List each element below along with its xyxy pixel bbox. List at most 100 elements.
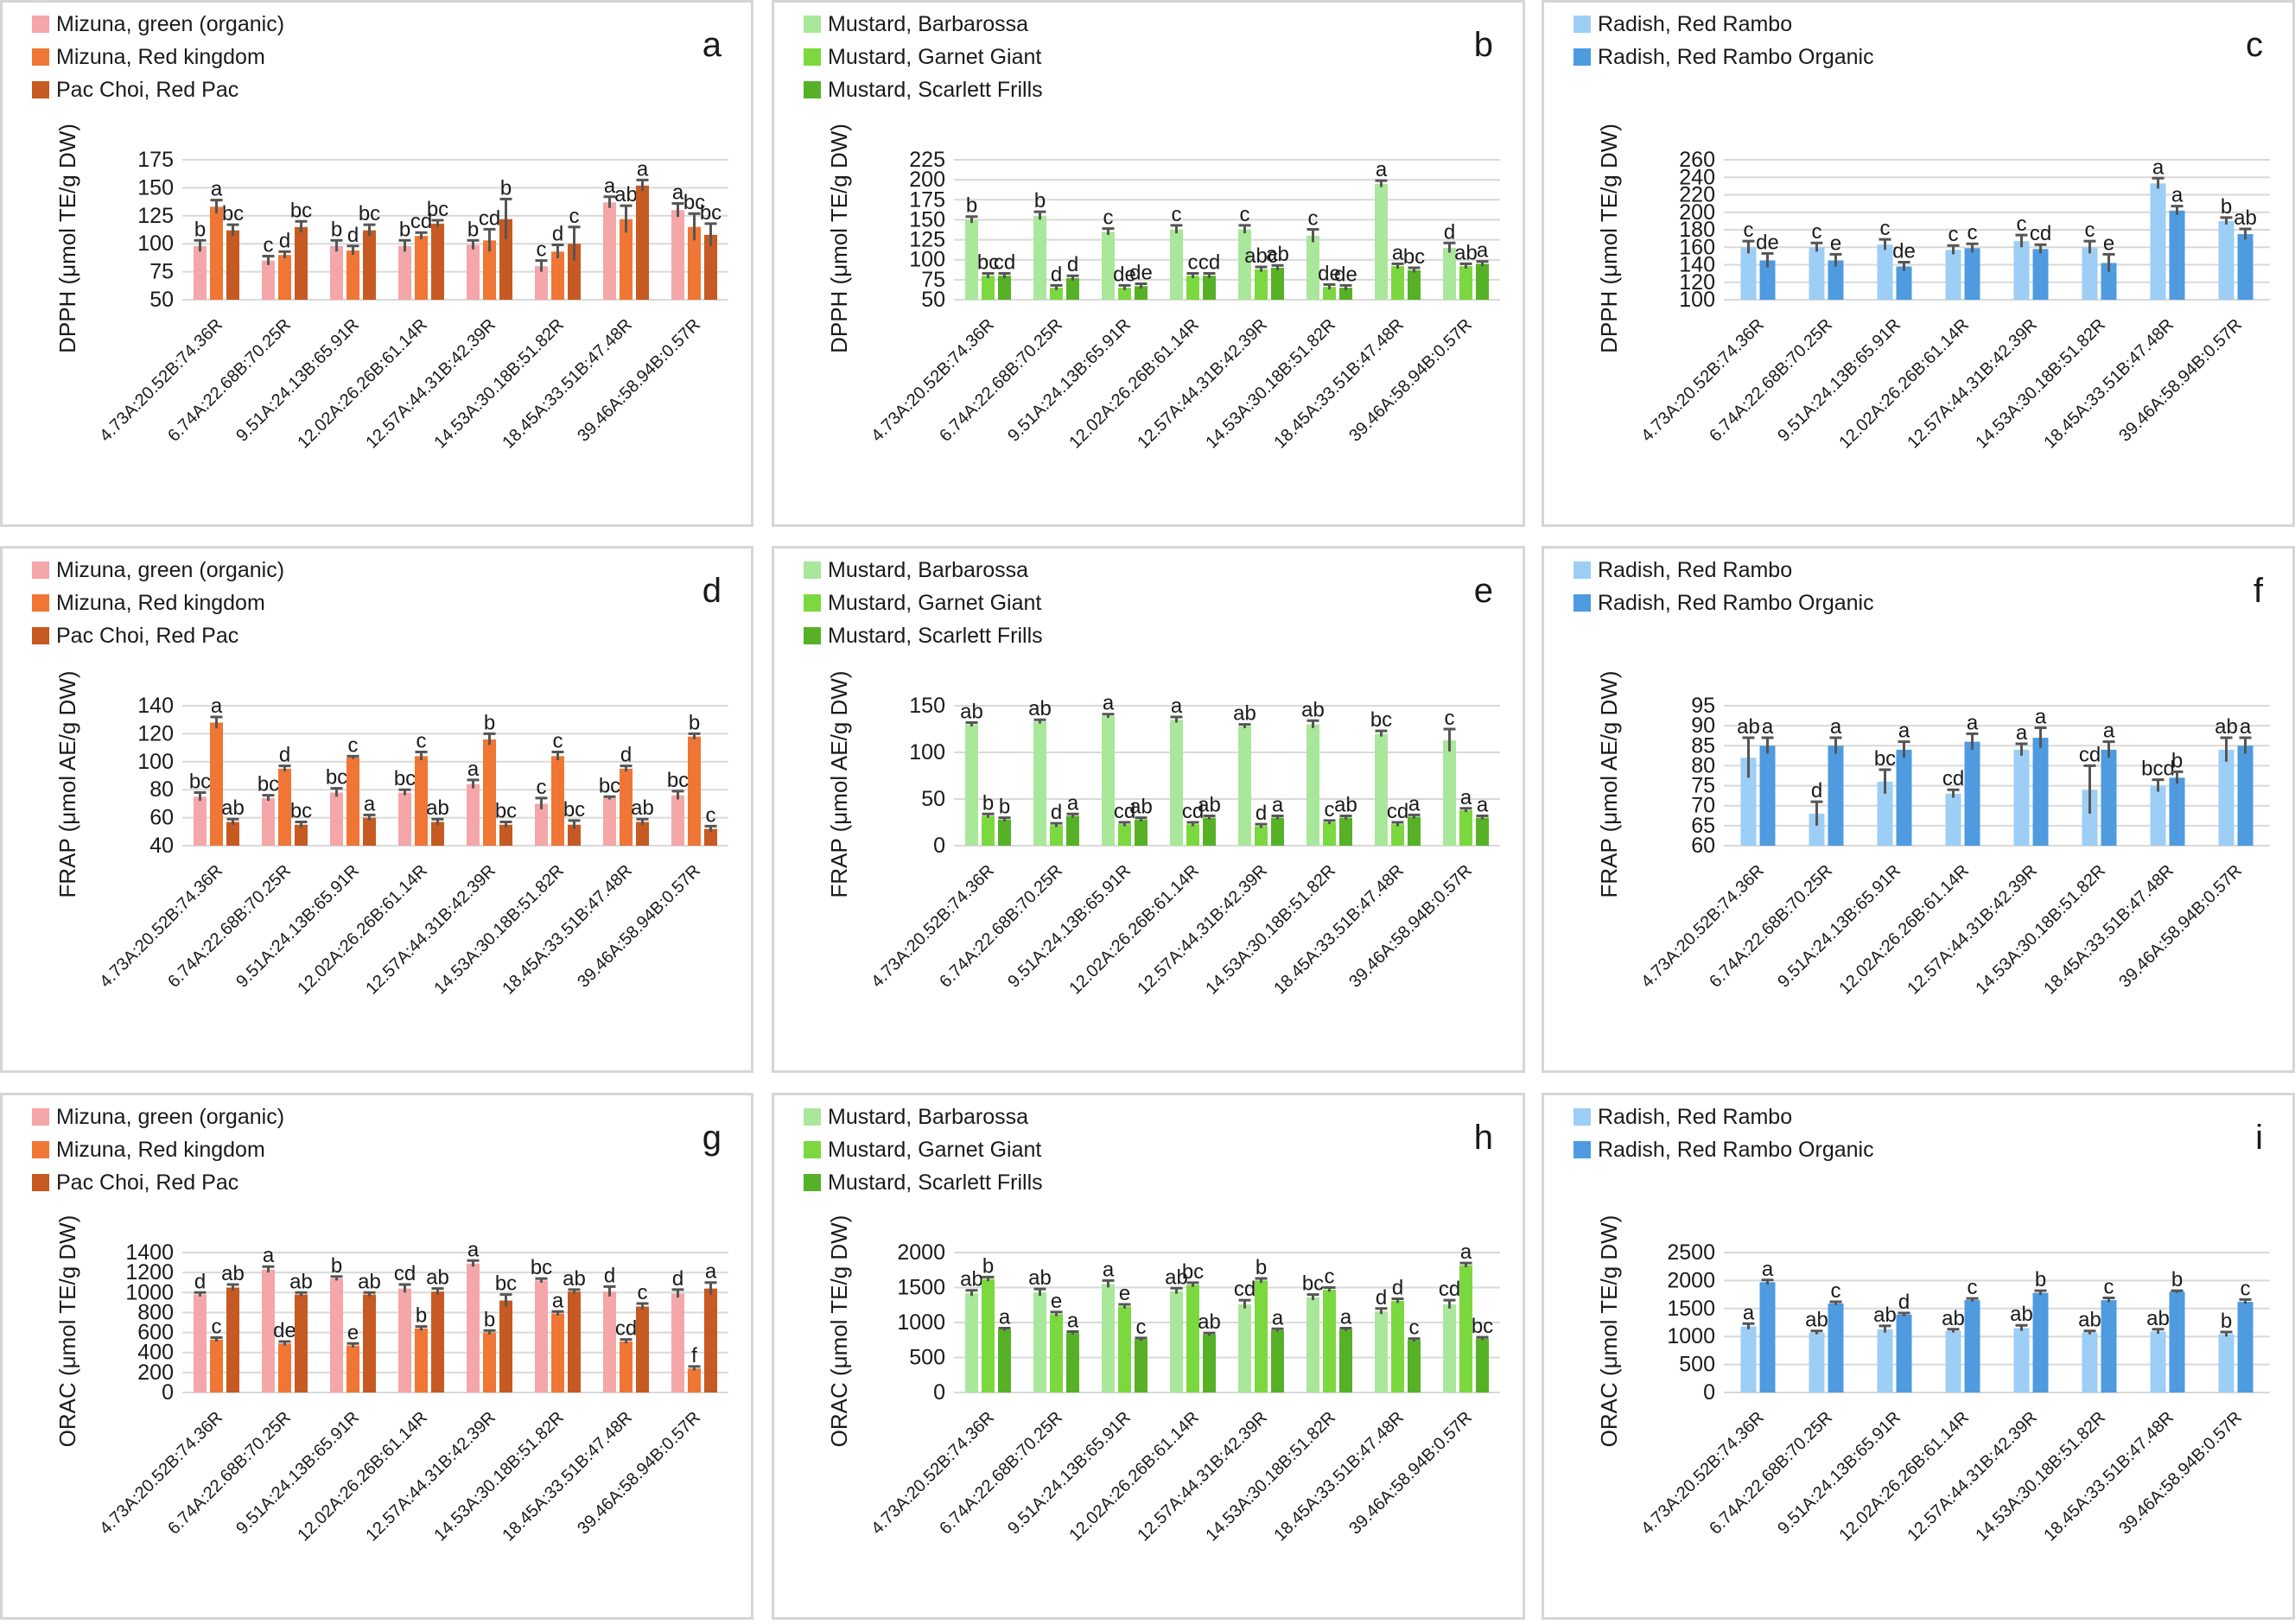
bar (262, 260, 275, 300)
error-bar (671, 202, 684, 218)
y-tick-label: 60 (149, 806, 174, 830)
significance-letter: bc (427, 198, 448, 221)
x-tick-label: 4.73A:20.52B:74.36R (1637, 861, 1768, 992)
significance-letter: a (637, 157, 649, 181)
error-bar (2015, 233, 2028, 248)
significance-letter: ab (1942, 1307, 1965, 1330)
error-bar (346, 754, 359, 759)
significance-letter: de (1756, 231, 1779, 254)
error-bar (483, 227, 496, 252)
bar (226, 822, 239, 846)
significance-letter: a (1171, 695, 1183, 718)
significance-letter: e (1051, 1290, 1062, 1313)
bar (415, 236, 428, 300)
bar (398, 245, 411, 300)
bar (2237, 234, 2254, 300)
y-tick-label: 1200 (125, 1260, 174, 1285)
bar (483, 1332, 496, 1392)
significance-letter: a (2016, 721, 2028, 745)
x-tick-label: 18.45A:33.51B:47.48R (499, 1408, 636, 1545)
significance-letter: ab (1198, 793, 1221, 816)
error-bar (535, 796, 548, 809)
y-tick-label: 75 (921, 268, 945, 292)
error-bar (1066, 1330, 1079, 1335)
error-bar (363, 1291, 376, 1297)
bar (965, 1292, 978, 1392)
x-tick-label: 9.51A:24.13B:65.91R (232, 861, 363, 992)
significance-letter: a (1408, 792, 1421, 815)
legend-label: Mustard, Garnet Giant (828, 591, 1041, 615)
y-tick-label: 1000 (897, 1310, 945, 1335)
bar (1896, 749, 1912, 846)
bar (2150, 183, 2166, 300)
error-bar (1339, 814, 1352, 820)
error-bar (704, 824, 717, 832)
error-bar (636, 178, 649, 192)
bar (1828, 260, 1844, 300)
bar (1476, 817, 1489, 846)
bar (1033, 1292, 1046, 1392)
legend-swatch (32, 627, 49, 644)
legend-swatch (804, 1108, 821, 1126)
significance-letter: c (1188, 251, 1198, 274)
bar (431, 822, 444, 846)
significance-letter: cd (1114, 800, 1135, 823)
legend-label: Mizuna, green (organic) (56, 558, 284, 582)
x-tick-label: 14.53A:30.18B:51.82R (1202, 315, 1339, 453)
x-tick-label: 18.45A:33.51B:47.48R (2040, 1408, 2177, 1545)
significance-letter: bc (1370, 708, 1392, 732)
bar (330, 792, 343, 846)
bar (1809, 247, 1825, 300)
bar (620, 1341, 633, 1392)
significance-letter: b (982, 1254, 994, 1278)
bar (603, 1291, 616, 1392)
significance-letter: d (604, 1264, 615, 1287)
y-tick-label: 500 (1679, 1353, 1715, 1377)
error-bar (1966, 1297, 1979, 1303)
y-tick-label: 65 (1691, 814, 1715, 838)
x-tick-label: 9.51A:24.13B:65.91R (1774, 1408, 1904, 1538)
significance-letter: a (1898, 720, 1910, 743)
y-tick-label: 1500 (897, 1276, 945, 1300)
y-tick-label: 120 (137, 721, 174, 745)
x-tick-label: 39.46A:58.94B:0.57R (574, 315, 704, 446)
bar (1459, 1265, 1472, 1392)
bar (278, 768, 291, 846)
error-bar (2015, 1323, 2028, 1331)
error-bar (1459, 262, 1472, 269)
error-bar (194, 790, 207, 802)
bar (210, 206, 223, 300)
bar (2237, 745, 2254, 846)
error-bar (965, 1289, 978, 1297)
significance-letter: a (1477, 793, 1489, 816)
bar (262, 1269, 275, 1392)
significance-letter: b (689, 711, 700, 734)
error-bar (1050, 1310, 1063, 1316)
significance-letter: a (263, 1244, 275, 1267)
error-bar (2102, 740, 2115, 758)
x-tick-label: 14.53A:30.18B:51.82R (1202, 1408, 1339, 1545)
x-tick-label: 12.57A:44.31B:42.39R (362, 1408, 499, 1545)
significance-letter: a (2240, 715, 2252, 739)
significance-letter: ab (1233, 702, 1256, 726)
y-tick-label: 70 (1691, 794, 1715, 818)
x-tick-label: 6.74A:22.68B:70.25R (164, 1408, 295, 1538)
error-bar (483, 732, 496, 745)
y-tick-label: 200 (1679, 200, 1715, 225)
bar (467, 244, 480, 300)
bar (982, 815, 995, 846)
legend-label: Mustard, Garnet Giant (828, 1138, 1041, 1162)
significance-letter: b (2171, 1268, 2183, 1291)
error-bar (965, 720, 978, 726)
error-bar (2152, 176, 2165, 189)
bar (499, 824, 512, 846)
error-bar (1476, 1335, 1489, 1341)
significance-letter: d (279, 744, 290, 767)
error-bar (1135, 282, 1148, 289)
bar (704, 234, 717, 300)
significance-letter: ab (289, 1270, 313, 1293)
bar (1443, 1304, 1456, 1392)
significance-letter: c (553, 729, 563, 752)
error-bar (620, 764, 633, 772)
significance-letter: b (2221, 1310, 2232, 1333)
